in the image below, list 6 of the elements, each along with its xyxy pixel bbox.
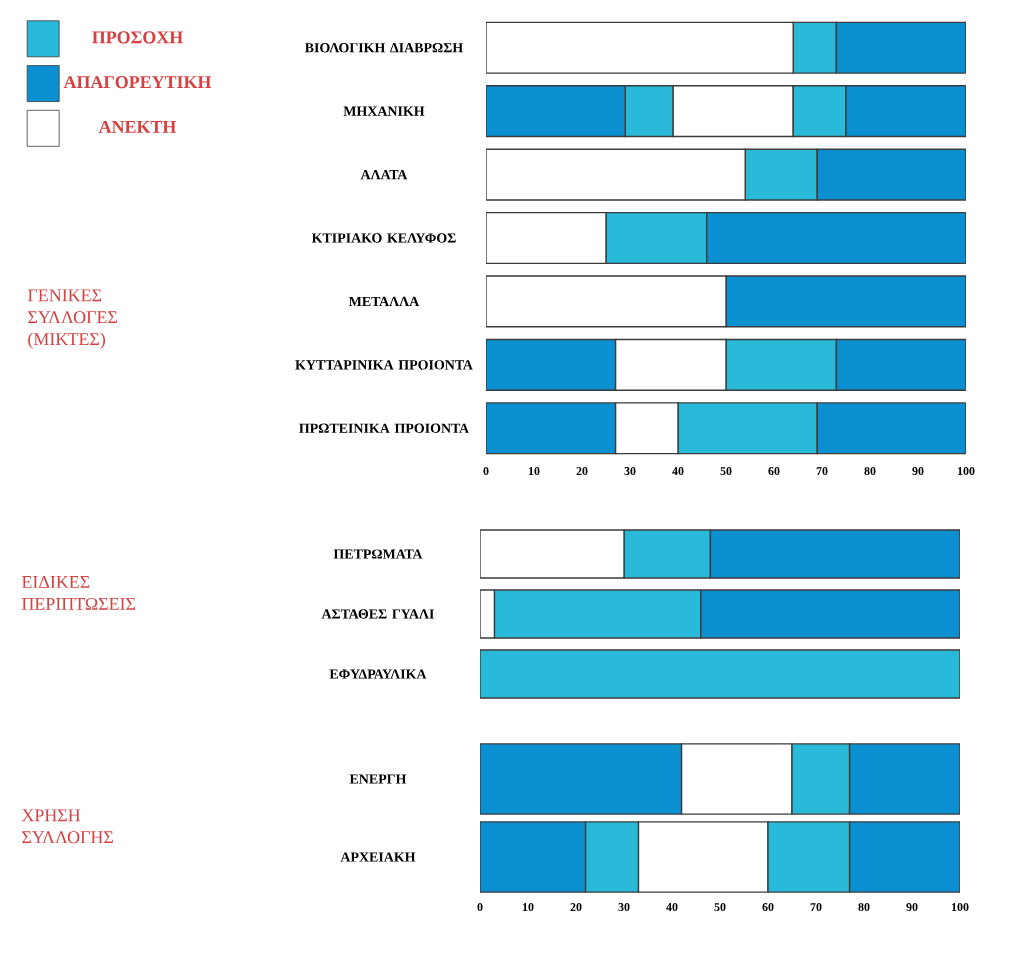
y-axis-title: ΕΙΔΙΚΕΣ ΠΕΡΙΠΤΩΣΕΙΣ — [21, 576, 136, 610]
legend-label: ΠΡΟΣΟΧΗ — [92, 31, 183, 44]
y-axis-title: ΧΡΗΣΗ ΣΥΛΛΟΓΗΣ — [21, 809, 113, 844]
legend-label: ΑΝΕΚΤΗ — [98, 120, 177, 133]
legend-label: ΑΠΑΓΟΡΕΥΤΙΚΗ — [63, 76, 212, 89]
y-axis-title: ΓΕΝΙΚΕΣ ΣΥΛΛΟΓΕΣ (ΜΙΚΤΕΣ) — [27, 289, 117, 349]
